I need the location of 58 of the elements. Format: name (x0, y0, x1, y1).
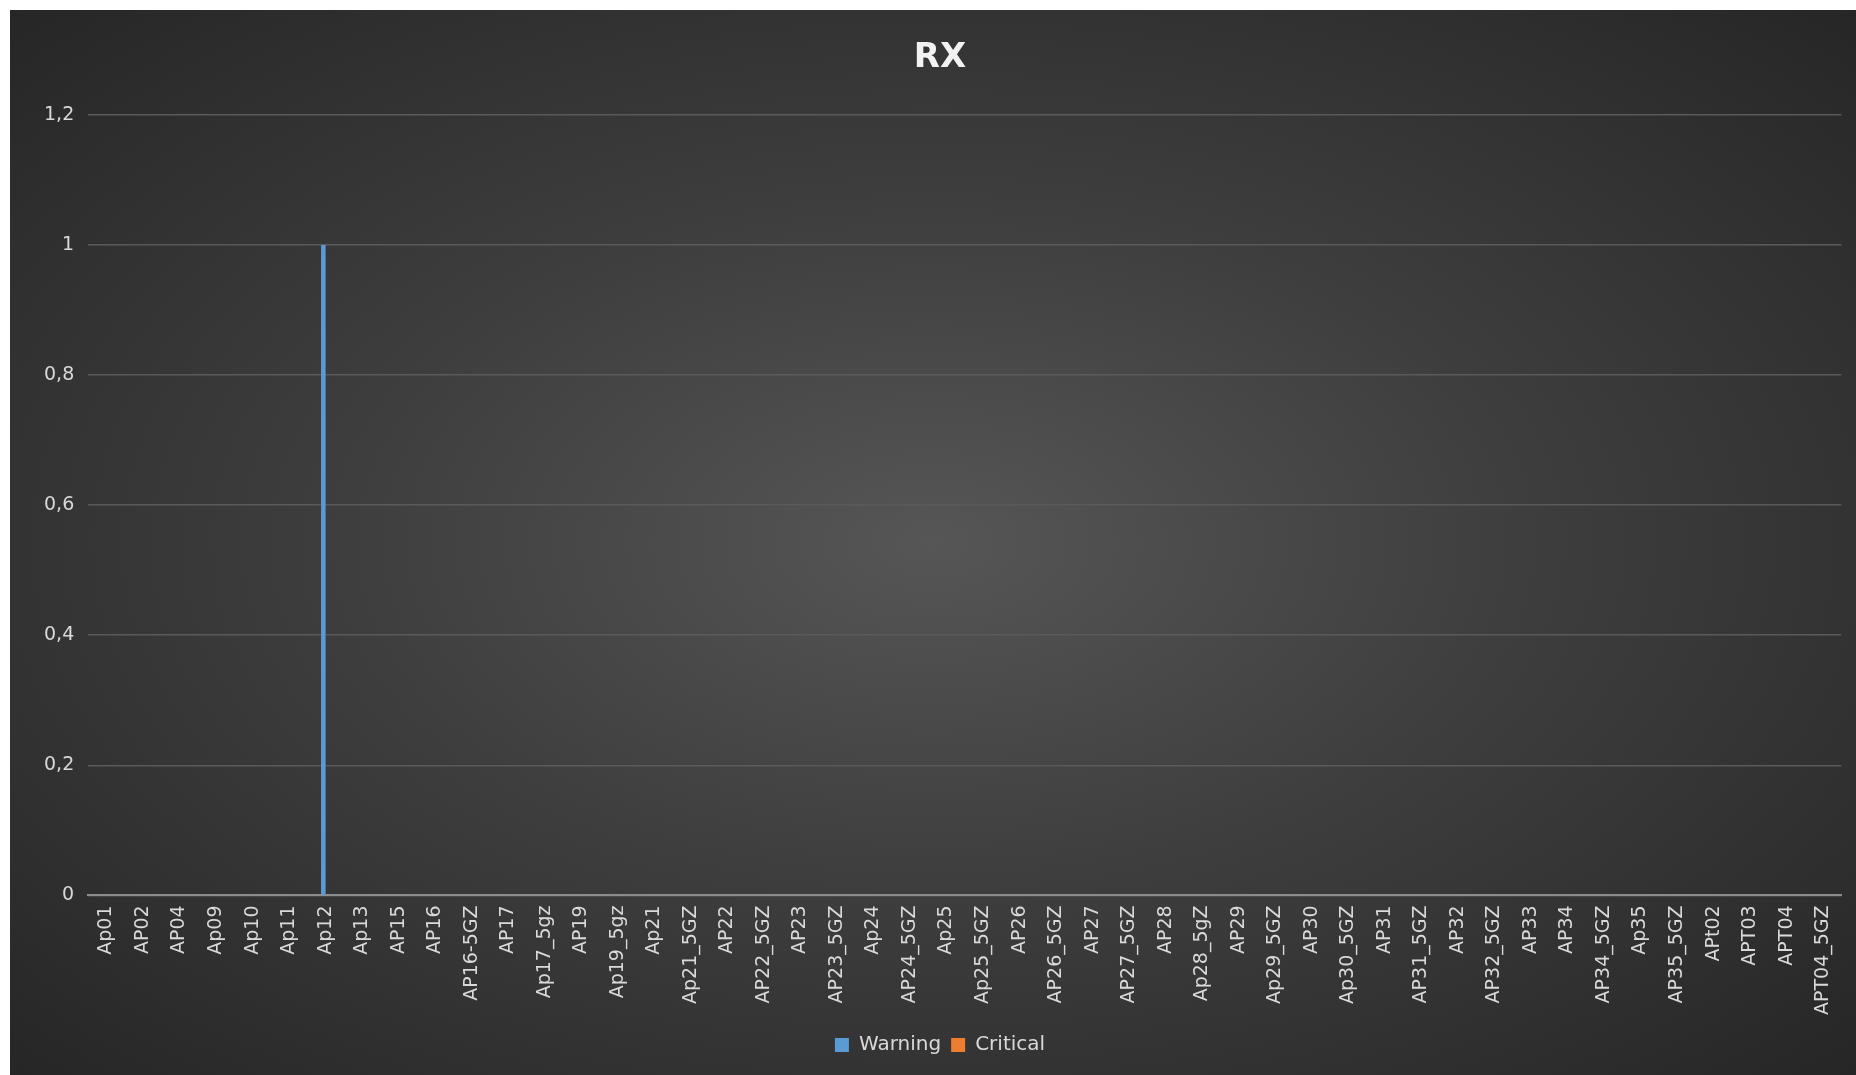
x-tick-label: AP32 (1444, 905, 1467, 955)
x-tick-label: AP33 (1517, 905, 1540, 955)
y-tick-label: 0,6 (44, 492, 75, 515)
x-tick-label: AP04 (166, 905, 189, 955)
x-tick-label: Ap29_5GZ (1262, 905, 1286, 1004)
x-tick-label: APT04_5GZ (1810, 905, 1834, 1016)
x-tick-label: Ap09 (202, 905, 225, 955)
x-tick-label: AP23_5GZ (823, 905, 847, 1004)
y-tick-label: 1 (62, 231, 75, 254)
y-tick-label: 0,2 (44, 752, 75, 775)
x-tick-label: AP16 (422, 905, 445, 955)
x-tick-label: AP30 (1298, 905, 1321, 955)
y-tick-label: 1,2 (44, 101, 75, 124)
y-tick-label: 0,8 (44, 361, 75, 384)
x-tick-label: Ap12 (312, 905, 335, 955)
x-tick-label: Ap10 (239, 905, 262, 955)
x-tick-label: AP28 (1152, 905, 1175, 955)
x-tick-label: AP19 (568, 905, 591, 955)
x-tick-label: Ap35 (1627, 905, 1650, 955)
x-tick-label: Ap01 (93, 905, 116, 955)
x-tick-label: Ap24 (860, 905, 883, 955)
x-tick-label: APt02 (1700, 905, 1723, 962)
x-tick-label: AP02 (129, 905, 152, 955)
x-tick-label: AP26 (1006, 905, 1029, 955)
x-tick-label: AP17 (495, 905, 518, 955)
x-tick-label: AP27 (1079, 905, 1102, 955)
x-tick-label: AP29 (1225, 905, 1248, 955)
x-tick-label: Ap19_5gz (604, 905, 628, 999)
x-tick-label: AP16-5GZ (458, 905, 481, 1001)
x-tick-label: AP22 (714, 905, 737, 955)
x-tick-label: AP31 (1371, 905, 1394, 955)
x-tick-label: Ap17_5gz (531, 905, 555, 999)
x-tick-label: Ap30_5GZ (1335, 905, 1359, 1004)
x-tick-label: AP27_5GZ (1116, 905, 1140, 1004)
x-tick-label: AP34_5GZ (1590, 905, 1614, 1004)
x-tick-label: AP32_5GZ (1481, 905, 1505, 1004)
y-tick-label: 0,4 (44, 622, 75, 645)
x-tick-label: Ap25_5GZ (970, 905, 994, 1004)
x-tick-label: AP35_5GZ (1663, 905, 1687, 1004)
x-tick-label: AP26_5GZ (1043, 905, 1067, 1004)
x-tick-label: AP24_5GZ (896, 905, 920, 1004)
y-tick-label: 0 (62, 882, 75, 905)
x-tick-label: AP23 (787, 905, 810, 955)
chart-title: RX (913, 35, 967, 76)
x-tick-label: AP22_5GZ (750, 905, 774, 1004)
legend-label: Critical (975, 1031, 1046, 1056)
x-tick-label: AP15 (385, 905, 408, 955)
x-tick-label: Ap28_5gZ (1189, 905, 1213, 1002)
x-tick-label: AP34 (1554, 905, 1577, 955)
x-tick-label: APT04 (1773, 905, 1796, 966)
x-tick-label: Ap21 (641, 905, 664, 955)
x-tick-label: APT03 (1737, 905, 1760, 966)
x-tick-label: Ap21_5GZ (677, 905, 701, 1004)
x-tick-label: AP31_5GZ (1408, 905, 1432, 1004)
x-tick-label: Ap13 (349, 905, 372, 955)
x-tick-label: Ap25 (933, 905, 956, 955)
legend-label: Warning (858, 1031, 942, 1056)
x-tick-label: Ap11 (276, 905, 299, 955)
